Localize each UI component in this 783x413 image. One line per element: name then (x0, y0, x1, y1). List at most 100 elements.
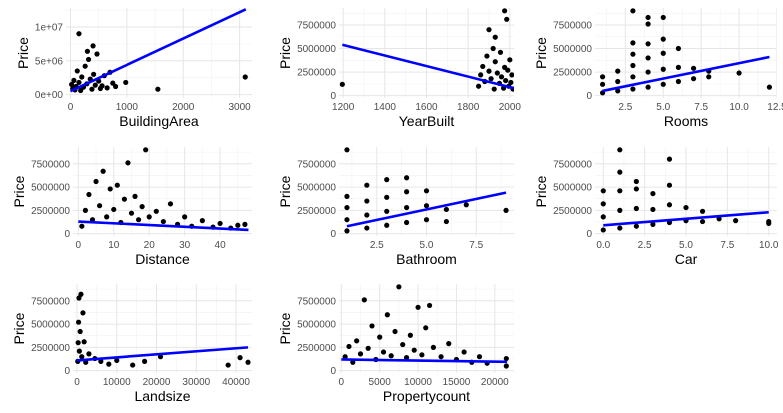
regression-line (78, 220, 249, 232)
x-tick-label: 30 (179, 240, 191, 251)
y-tick-label: 0 (330, 366, 336, 377)
data-point (650, 206, 656, 213)
points (339, 8, 514, 92)
data-point (361, 297, 367, 303)
data-point (344, 204, 350, 211)
data-point (344, 228, 350, 234)
data-point (113, 83, 119, 90)
data-point (633, 223, 639, 229)
data-point (426, 302, 433, 309)
x-axis-title: BuildingArea (119, 113, 199, 129)
data-point (90, 43, 96, 49)
data-point (350, 359, 356, 365)
y-axis-title: Price (277, 312, 293, 344)
data-point (128, 210, 135, 216)
data-point (342, 354, 348, 360)
data-point (400, 341, 406, 348)
grid (595, 8, 777, 98)
y-tick-label: 5000000 (553, 44, 592, 55)
data-point (675, 64, 682, 70)
y-tick-label: 0e+00 (35, 90, 64, 101)
x-axis-title: Distance (135, 251, 190, 267)
data-point (199, 218, 205, 224)
data-point (78, 291, 84, 297)
data-point (461, 349, 467, 355)
data-point (600, 188, 606, 194)
y-axis-title: Price (11, 175, 27, 207)
x-tick-label: 7.5 (694, 102, 708, 113)
data-point (492, 59, 498, 65)
x-tick-label: 40 (215, 240, 227, 251)
data-point (79, 354, 85, 360)
data-point (125, 160, 131, 166)
y-tick-label: 2500000 (553, 68, 592, 79)
data-point (660, 81, 666, 87)
data-point (384, 208, 390, 214)
points (344, 147, 509, 234)
data-point (93, 178, 99, 185)
points (342, 284, 509, 369)
y-tick-label: 2500000 (297, 343, 336, 354)
y-tick-label: 0 (64, 366, 70, 377)
x-tick-label: 2.5 (618, 102, 632, 113)
data-point (380, 349, 387, 355)
data-point (599, 74, 606, 80)
data-point (617, 225, 623, 231)
data-point (503, 207, 509, 213)
x-tick-label: 0 (76, 240, 82, 251)
data-point (89, 86, 95, 92)
data-point (633, 186, 639, 192)
data-point (600, 201, 606, 207)
regression-line (603, 210, 769, 227)
y-axis-title: Price (11, 312, 27, 344)
data-point (507, 57, 513, 63)
regression-line (602, 55, 770, 93)
data-point (384, 194, 390, 200)
data-point (106, 361, 112, 367)
y-tick-label: 0 (330, 91, 336, 102)
data-point (142, 358, 148, 364)
x-tick-label: 2.5 (370, 240, 384, 251)
data-point (77, 328, 83, 335)
data-point (388, 353, 394, 359)
data-point (357, 351, 364, 357)
panel-bathroom: 2.5 5.0 7.5 0 2500000 5000000 7500000 Bathroom P… (277, 147, 514, 267)
data-point (91, 71, 97, 77)
data-point (384, 312, 390, 318)
data-point (155, 86, 161, 92)
data-point (617, 207, 623, 213)
data-point (660, 14, 666, 21)
x-tick-label: 20000 (143, 377, 171, 388)
data-point (503, 355, 509, 362)
data-point (364, 212, 370, 218)
data-point (706, 74, 712, 80)
data-point (645, 21, 651, 27)
data-point (498, 74, 505, 80)
data-point (384, 177, 390, 183)
data-point (392, 328, 398, 335)
data-point (364, 225, 370, 231)
x-tick-label: 2000 (499, 102, 522, 113)
data-point (443, 206, 449, 213)
y-tick-label: 7500000 (297, 159, 336, 170)
data-point (480, 63, 486, 70)
data-point (403, 355, 410, 361)
x-tick-label: 1200 (332, 102, 355, 113)
data-point (645, 14, 651, 21)
panel-buildingarea: 0 1000 2000 3000 0e+00 5e+06 1e+07 BuildingArea… (15, 8, 252, 129)
panel-yearbuilt: 1200 1400 1600 1800 2000 0 2500000 5000000 75000… (277, 8, 522, 129)
data-point (675, 45, 682, 52)
x-tick-label: 2000 (172, 102, 195, 113)
regression-line (76, 346, 249, 362)
data-point (486, 68, 492, 74)
y-axis-title: Price (277, 175, 293, 207)
data-point (404, 175, 410, 181)
data-point (600, 214, 606, 220)
x-tick-label: 0 (68, 102, 74, 113)
data-point (615, 78, 621, 85)
data-point (645, 55, 651, 61)
data-point (79, 74, 85, 80)
panel-rooms: 2.5 5.0 7.5 10.0 12.5 0 2500000 5000000 7500000 R… (533, 8, 783, 129)
x-tick-label: 3000 (228, 102, 251, 113)
